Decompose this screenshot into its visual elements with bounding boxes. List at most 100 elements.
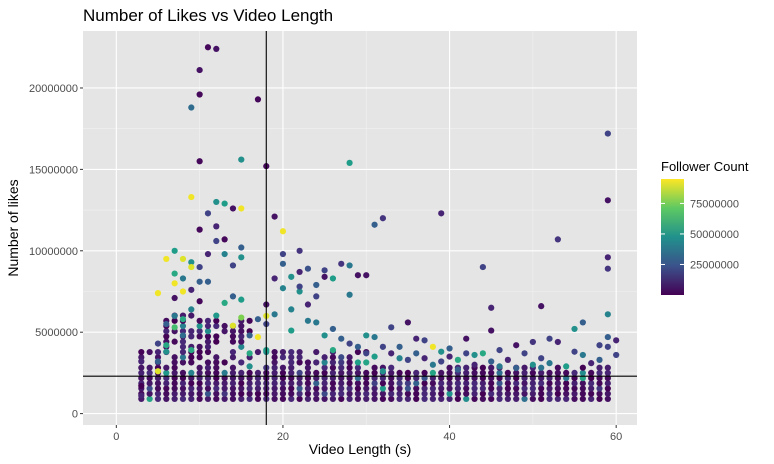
scatter-point (554, 364, 561, 371)
scatter-point (288, 306, 295, 313)
scatter-point (196, 390, 203, 397)
scatter-point (604, 395, 611, 403)
scatter-point (229, 338, 237, 345)
scatter-point (404, 356, 412, 363)
scatter-point (413, 390, 420, 397)
scatter-point (171, 385, 178, 392)
x-axis-title: Video Length (s) (309, 441, 411, 457)
scatter-point (438, 210, 445, 217)
scatter-point (346, 364, 353, 371)
scatter-point (321, 385, 328, 392)
scatter-point (213, 333, 220, 340)
scatter-point (296, 390, 303, 397)
scatter-point (279, 364, 287, 371)
scatter-point (179, 275, 187, 282)
scatter-point (429, 390, 436, 397)
scatter-point (604, 380, 611, 387)
scatter-point (363, 350, 370, 357)
scatter-point (279, 260, 287, 267)
legend-label: 25000000 (690, 259, 739, 271)
scatter-point (479, 385, 486, 392)
scatter-point (371, 364, 378, 371)
scatter-point (171, 380, 178, 387)
scatter-point (554, 236, 561, 243)
scatter-point (163, 395, 170, 403)
scatter-point (188, 306, 195, 313)
scatter-point (138, 364, 145, 371)
scatter-point (454, 385, 461, 392)
scatter-point (496, 347, 503, 354)
scatter-point (363, 380, 370, 387)
scatter-point (521, 350, 528, 357)
scatter-point (488, 385, 495, 392)
scatter-point (338, 335, 345, 342)
scatter-point (463, 335, 470, 342)
scatter-point (529, 369, 536, 377)
scatter-point (604, 265, 611, 272)
scatter-point (371, 385, 378, 392)
scatter-point (246, 363, 253, 370)
scatter-point (538, 364, 545, 371)
scatter-point (429, 361, 436, 368)
legend-label: 50000000 (690, 229, 739, 241)
scatter-point (329, 385, 337, 392)
scatter-point (413, 380, 420, 387)
scatter-point (446, 395, 453, 403)
y-tick-label: 5000000 (35, 327, 78, 339)
scatter-point (238, 156, 245, 163)
scatter-point (188, 369, 195, 377)
scatter-point (171, 294, 178, 302)
scatter-point (296, 385, 303, 392)
scatter-point (479, 263, 486, 271)
scatter-point (279, 354, 287, 361)
scatter-point (546, 369, 553, 377)
scatter-point (171, 317, 178, 324)
scatter-point (213, 223, 220, 230)
scatter-point (254, 395, 262, 403)
scatter-point (338, 380, 345, 387)
scatter-point (213, 45, 220, 53)
scatter-point (154, 385, 162, 392)
scatter-point (588, 380, 595, 387)
scatter-point (304, 359, 312, 366)
scatter-point (188, 354, 195, 361)
scatter-point (604, 311, 611, 318)
scatter-point (229, 262, 237, 269)
scatter-point (163, 333, 170, 340)
scatter-point (579, 395, 586, 403)
legend-colorbar (661, 179, 684, 295)
scatter-point (229, 385, 237, 392)
scatter-point (446, 369, 453, 377)
scatter-point (596, 369, 603, 377)
scatter-point (321, 267, 328, 274)
scatter-point (613, 337, 620, 344)
scatter-point (471, 351, 478, 359)
scatter-point (213, 395, 220, 403)
scatter-point (396, 369, 403, 377)
scatter-point (321, 354, 328, 361)
scatter-point (171, 364, 178, 371)
scatter-point (404, 369, 412, 377)
scatter-point (179, 338, 187, 345)
scatter-point (246, 380, 253, 387)
scatter-point (213, 338, 220, 345)
scatter-point (513, 342, 520, 349)
scatter-point (396, 395, 403, 403)
scatter-point (604, 385, 611, 392)
scatter-point (163, 328, 170, 335)
scatter-point (329, 275, 337, 282)
scatter-point (229, 354, 237, 361)
scatter-point (238, 369, 245, 377)
scatter-point (196, 343, 203, 350)
scatter-point (313, 395, 320, 403)
scatter-point (421, 355, 428, 362)
scatter-point (421, 390, 428, 397)
scatter-point (288, 369, 295, 377)
scatter-point (496, 369, 503, 377)
scatter-point (521, 369, 528, 377)
scatter-point (188, 333, 195, 340)
scatter-point (446, 380, 453, 387)
scatter-point (421, 337, 428, 344)
scatter-point (221, 359, 228, 366)
scatter-point (479, 364, 486, 371)
